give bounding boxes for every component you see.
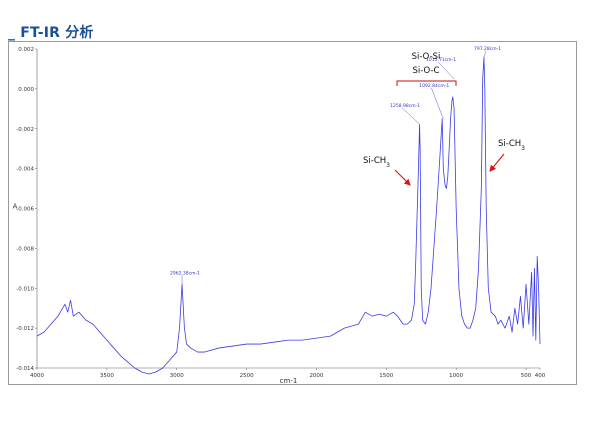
annotation-si-o-c: Si-O-C xyxy=(413,66,440,76)
arrow-si-ch3-right xyxy=(489,153,505,172)
y-tick-label: -0.010 xyxy=(16,286,34,292)
x-axis-title: cm-1 xyxy=(280,377,298,384)
annotation-si-o-si: Si-O-Si xyxy=(412,52,441,62)
y-tick-label: 0.000 xyxy=(18,87,34,93)
peak-label: 2962.38cm-1 xyxy=(170,270,200,276)
y-tick-label: 0.002 xyxy=(18,47,34,53)
y-tick-label: -0.004 xyxy=(16,167,34,173)
peak-leader-line xyxy=(431,87,444,119)
page-title: _ FT-IR 分析 xyxy=(8,25,94,41)
y-tick-label: -0.006 xyxy=(16,207,34,213)
peak-leader-line xyxy=(401,107,421,125)
spectrum-line-layer xyxy=(36,56,541,375)
ftir-chart-frame: 0.002 0.000 -0.002 -0.004 -0.006 -0.008 -0.010… xyxy=(8,41,577,385)
peak-label: 1092.84cm-1 xyxy=(419,83,449,89)
peak-label-layer: 2962.38cm-1 1258.98cm-1 1092.84cm-1 1015.71… xyxy=(170,46,501,285)
arrow-si-ch3-left xyxy=(394,169,411,186)
y-axis-title: A xyxy=(13,203,18,211)
annotation-layer: Si-O-Si Si-O-C Si-CH3 Si-CH3 xyxy=(363,52,525,186)
peak-leader-line xyxy=(483,50,487,58)
spectrum-series-line xyxy=(36,56,541,375)
peak-leader-line xyxy=(437,61,455,80)
x-tick-label: 2500 xyxy=(240,373,254,379)
x-tick-label: 3000 xyxy=(170,373,184,379)
x-tick-label: 4000 xyxy=(30,373,44,379)
annotation-si-ch3-left: Si-CH3 xyxy=(363,156,390,169)
ftir-chart: 0.002 0.000 -0.002 -0.004 -0.006 -0.008 -0.010… xyxy=(13,46,546,384)
x-tick-label: 400 xyxy=(535,373,546,379)
annotation-bracket xyxy=(396,80,457,86)
annotation-si-ch3-right: Si-CH3 xyxy=(498,139,525,152)
x-tick-label: 3500 xyxy=(100,373,114,379)
y-tick-label: -0.014 xyxy=(16,366,34,372)
y-tick-label: -0.002 xyxy=(16,127,34,133)
peak-label: 797.28cm-1 xyxy=(474,46,501,52)
y-tick-label: -0.008 xyxy=(16,246,34,252)
peak-label: 1015.71cm-1 xyxy=(426,57,456,63)
x-tick-label: 1500 xyxy=(379,373,393,379)
x-tick-label: 1000 xyxy=(449,373,463,379)
x-tick-label: 500 xyxy=(521,373,532,379)
y-tick-label: -0.012 xyxy=(16,326,34,332)
x-tick-label: 2000 xyxy=(309,373,323,379)
peak-label: 1258.98cm-1 xyxy=(390,103,420,109)
axes-layer: 0.002 0.000 -0.002 -0.004 -0.006 -0.008 -0.010… xyxy=(13,47,546,384)
